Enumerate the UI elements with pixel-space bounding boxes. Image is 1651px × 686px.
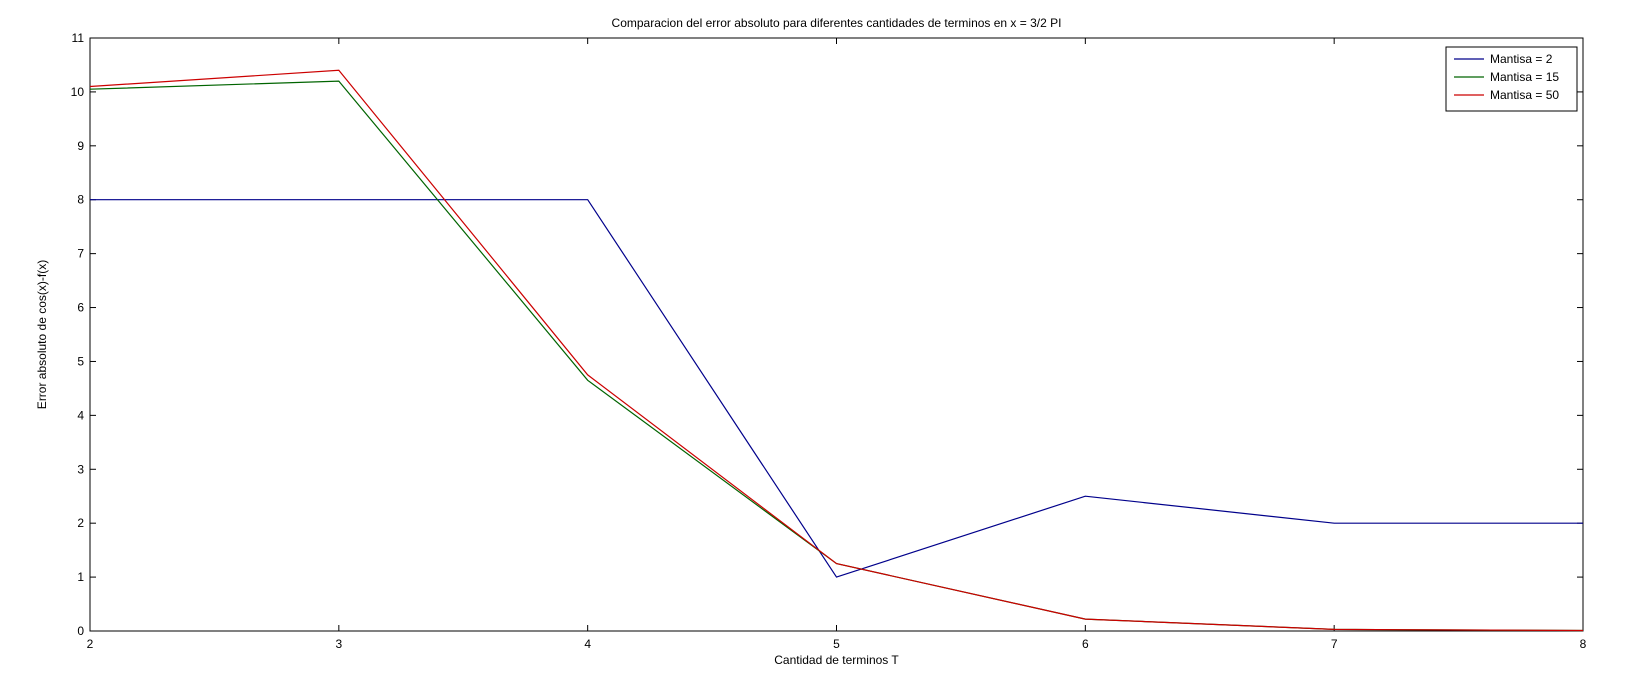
legend-label: Mantisa = 50 bbox=[1490, 88, 1559, 102]
legend-label: Mantisa = 15 bbox=[1490, 70, 1559, 84]
y-tick-label: 6 bbox=[77, 301, 84, 315]
chart-title: Comparacion del error absoluto para dife… bbox=[612, 16, 1062, 30]
y-tick-label: 0 bbox=[77, 624, 84, 638]
x-tick-label: 7 bbox=[1331, 637, 1338, 651]
x-axis: 2 3 4 5 6 7 8 bbox=[87, 38, 1587, 651]
y-tick-label: 7 bbox=[77, 247, 84, 261]
series-line-3 bbox=[89, 69, 1584, 632]
y-tick-label: 11 bbox=[72, 31, 85, 45]
x-tick-label: 2 bbox=[87, 637, 94, 651]
x-tick-label: 6 bbox=[1082, 637, 1089, 651]
legend: Mantisa = 2 Mantisa = 15 Mantisa = 50 bbox=[1445, 46, 1578, 112]
y-tick-label: 5 bbox=[77, 354, 84, 368]
series-line-1 bbox=[90, 199, 1583, 578]
x-tick-label: 4 bbox=[584, 637, 591, 651]
y-tick-label: 2 bbox=[77, 516, 84, 530]
y-tick-label: 8 bbox=[77, 193, 84, 207]
plot-area-frame bbox=[89, 37, 1584, 632]
x-tick-label: 5 bbox=[833, 637, 840, 651]
y-tick-label: 1 bbox=[77, 570, 84, 584]
legend-box bbox=[1445, 46, 1578, 112]
y-axis-title: Error absoluto de cos(x)-f(x) bbox=[35, 260, 49, 409]
y-axis: 0 1 2 3 4 5 6 7 8 9 10 11 bbox=[71, 31, 1583, 638]
y-tick-label: 3 bbox=[77, 462, 84, 476]
x-axis-title: Cantidad de terminos T bbox=[774, 653, 899, 667]
x-tick-label: 8 bbox=[1580, 637, 1587, 651]
y-tick-label: 4 bbox=[77, 408, 84, 422]
series-line-2 bbox=[89, 80, 1584, 632]
y-tick-label: 9 bbox=[77, 139, 84, 153]
legend-label: Mantisa = 2 bbox=[1490, 52, 1553, 66]
y-tick-label: 10 bbox=[71, 85, 85, 99]
x-tick-label: 3 bbox=[335, 637, 342, 651]
series-lines bbox=[89, 69, 1584, 632]
